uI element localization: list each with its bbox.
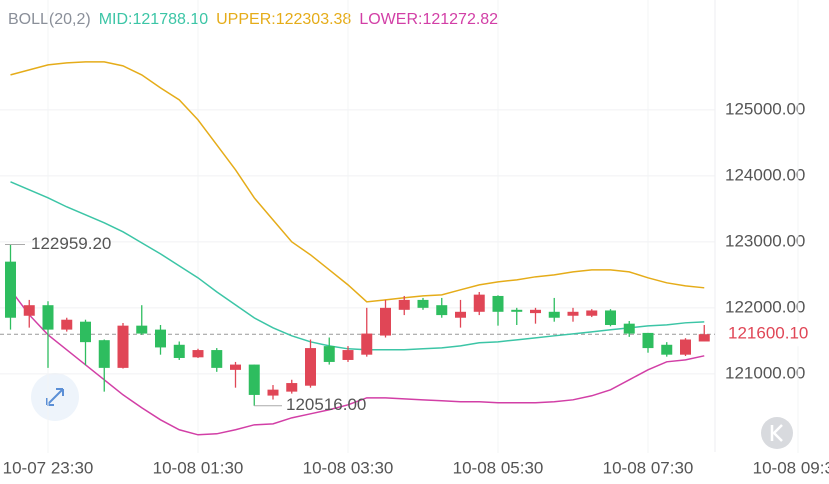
legend-entry: LOWER:121272.82	[359, 11, 498, 28]
candle-body	[136, 325, 148, 334]
boll-line	[10, 181, 705, 351]
x-tick-label: 10-08 05:30	[453, 458, 544, 477]
candle-body	[567, 311, 579, 316]
kline-icon	[770, 424, 783, 442]
candle-body	[455, 311, 466, 318]
x-tick-label: 10-08 09:30	[753, 458, 829, 477]
candle-body	[248, 364, 260, 395]
candle-body	[5, 261, 16, 318]
x-tick-label: 10-08 07:30	[603, 458, 694, 477]
candle-body	[511, 309, 523, 312]
candle-body	[342, 350, 354, 360]
candle-body	[548, 311, 560, 318]
candle-body	[80, 321, 91, 343]
x-tick-label: 10-08 03:30	[303, 458, 394, 477]
y-tick-label: 125000.00	[725, 99, 805, 118]
expand-icon	[46, 388, 64, 406]
candle-body	[230, 364, 241, 370]
boll-line	[10, 61, 705, 303]
legend-entry: UPPER:122303.38	[216, 11, 351, 28]
candle-body	[42, 305, 54, 330]
candle-body	[61, 319, 73, 330]
x-tick-label: 10-07 23:30	[3, 458, 94, 477]
y-tick-label: 122000.00	[725, 297, 805, 316]
boll-line	[9, 289, 705, 436]
candle-body	[117, 325, 129, 368]
y-tick-label: 121000.00	[725, 363, 805, 382]
candle-body	[680, 339, 691, 355]
candle-body	[605, 310, 616, 325]
candle-body	[698, 334, 710, 342]
last-price-label: 121600.10	[728, 324, 808, 343]
y-tick-label: 124000.00	[725, 165, 805, 184]
candle-body	[473, 294, 485, 312]
candle-body	[305, 348, 316, 386]
legend: BOLL(20,2) MID:121788.10 UPPER:122303.38 LO…	[8, 11, 498, 28]
legend-entry: MID:121788.10	[99, 11, 209, 28]
candle-body	[173, 344, 185, 358]
candle-body	[436, 305, 448, 316]
x-tick-label: 10-08 01:30	[153, 458, 244, 477]
candle-body	[211, 350, 223, 368]
candle-body	[417, 299, 429, 308]
candle-body	[398, 299, 410, 310]
max-label: 122959.20	[31, 234, 111, 253]
candle-body	[192, 350, 204, 358]
y-tick-label: 123000.00	[725, 231, 805, 250]
candle-body	[380, 307, 391, 336]
min-label: 120516.00	[286, 395, 366, 414]
candle-body	[23, 305, 35, 316]
candle-body	[492, 295, 504, 312]
legend-entry: BOLL(20,2)	[8, 11, 91, 28]
candle-body	[623, 323, 635, 334]
candle-body	[286, 383, 298, 392]
candle-body	[586, 310, 598, 316]
candle-body	[155, 329, 166, 348]
candle-body	[361, 333, 373, 355]
kline-button[interactable]	[761, 417, 793, 449]
candle-body	[267, 389, 279, 396]
candle-body	[98, 340, 110, 368]
candle-body	[642, 332, 654, 349]
candle-body	[530, 309, 541, 314]
last-price-tag	[720, 322, 829, 347]
candle-body	[661, 344, 673, 355]
candle-body	[323, 346, 335, 362]
